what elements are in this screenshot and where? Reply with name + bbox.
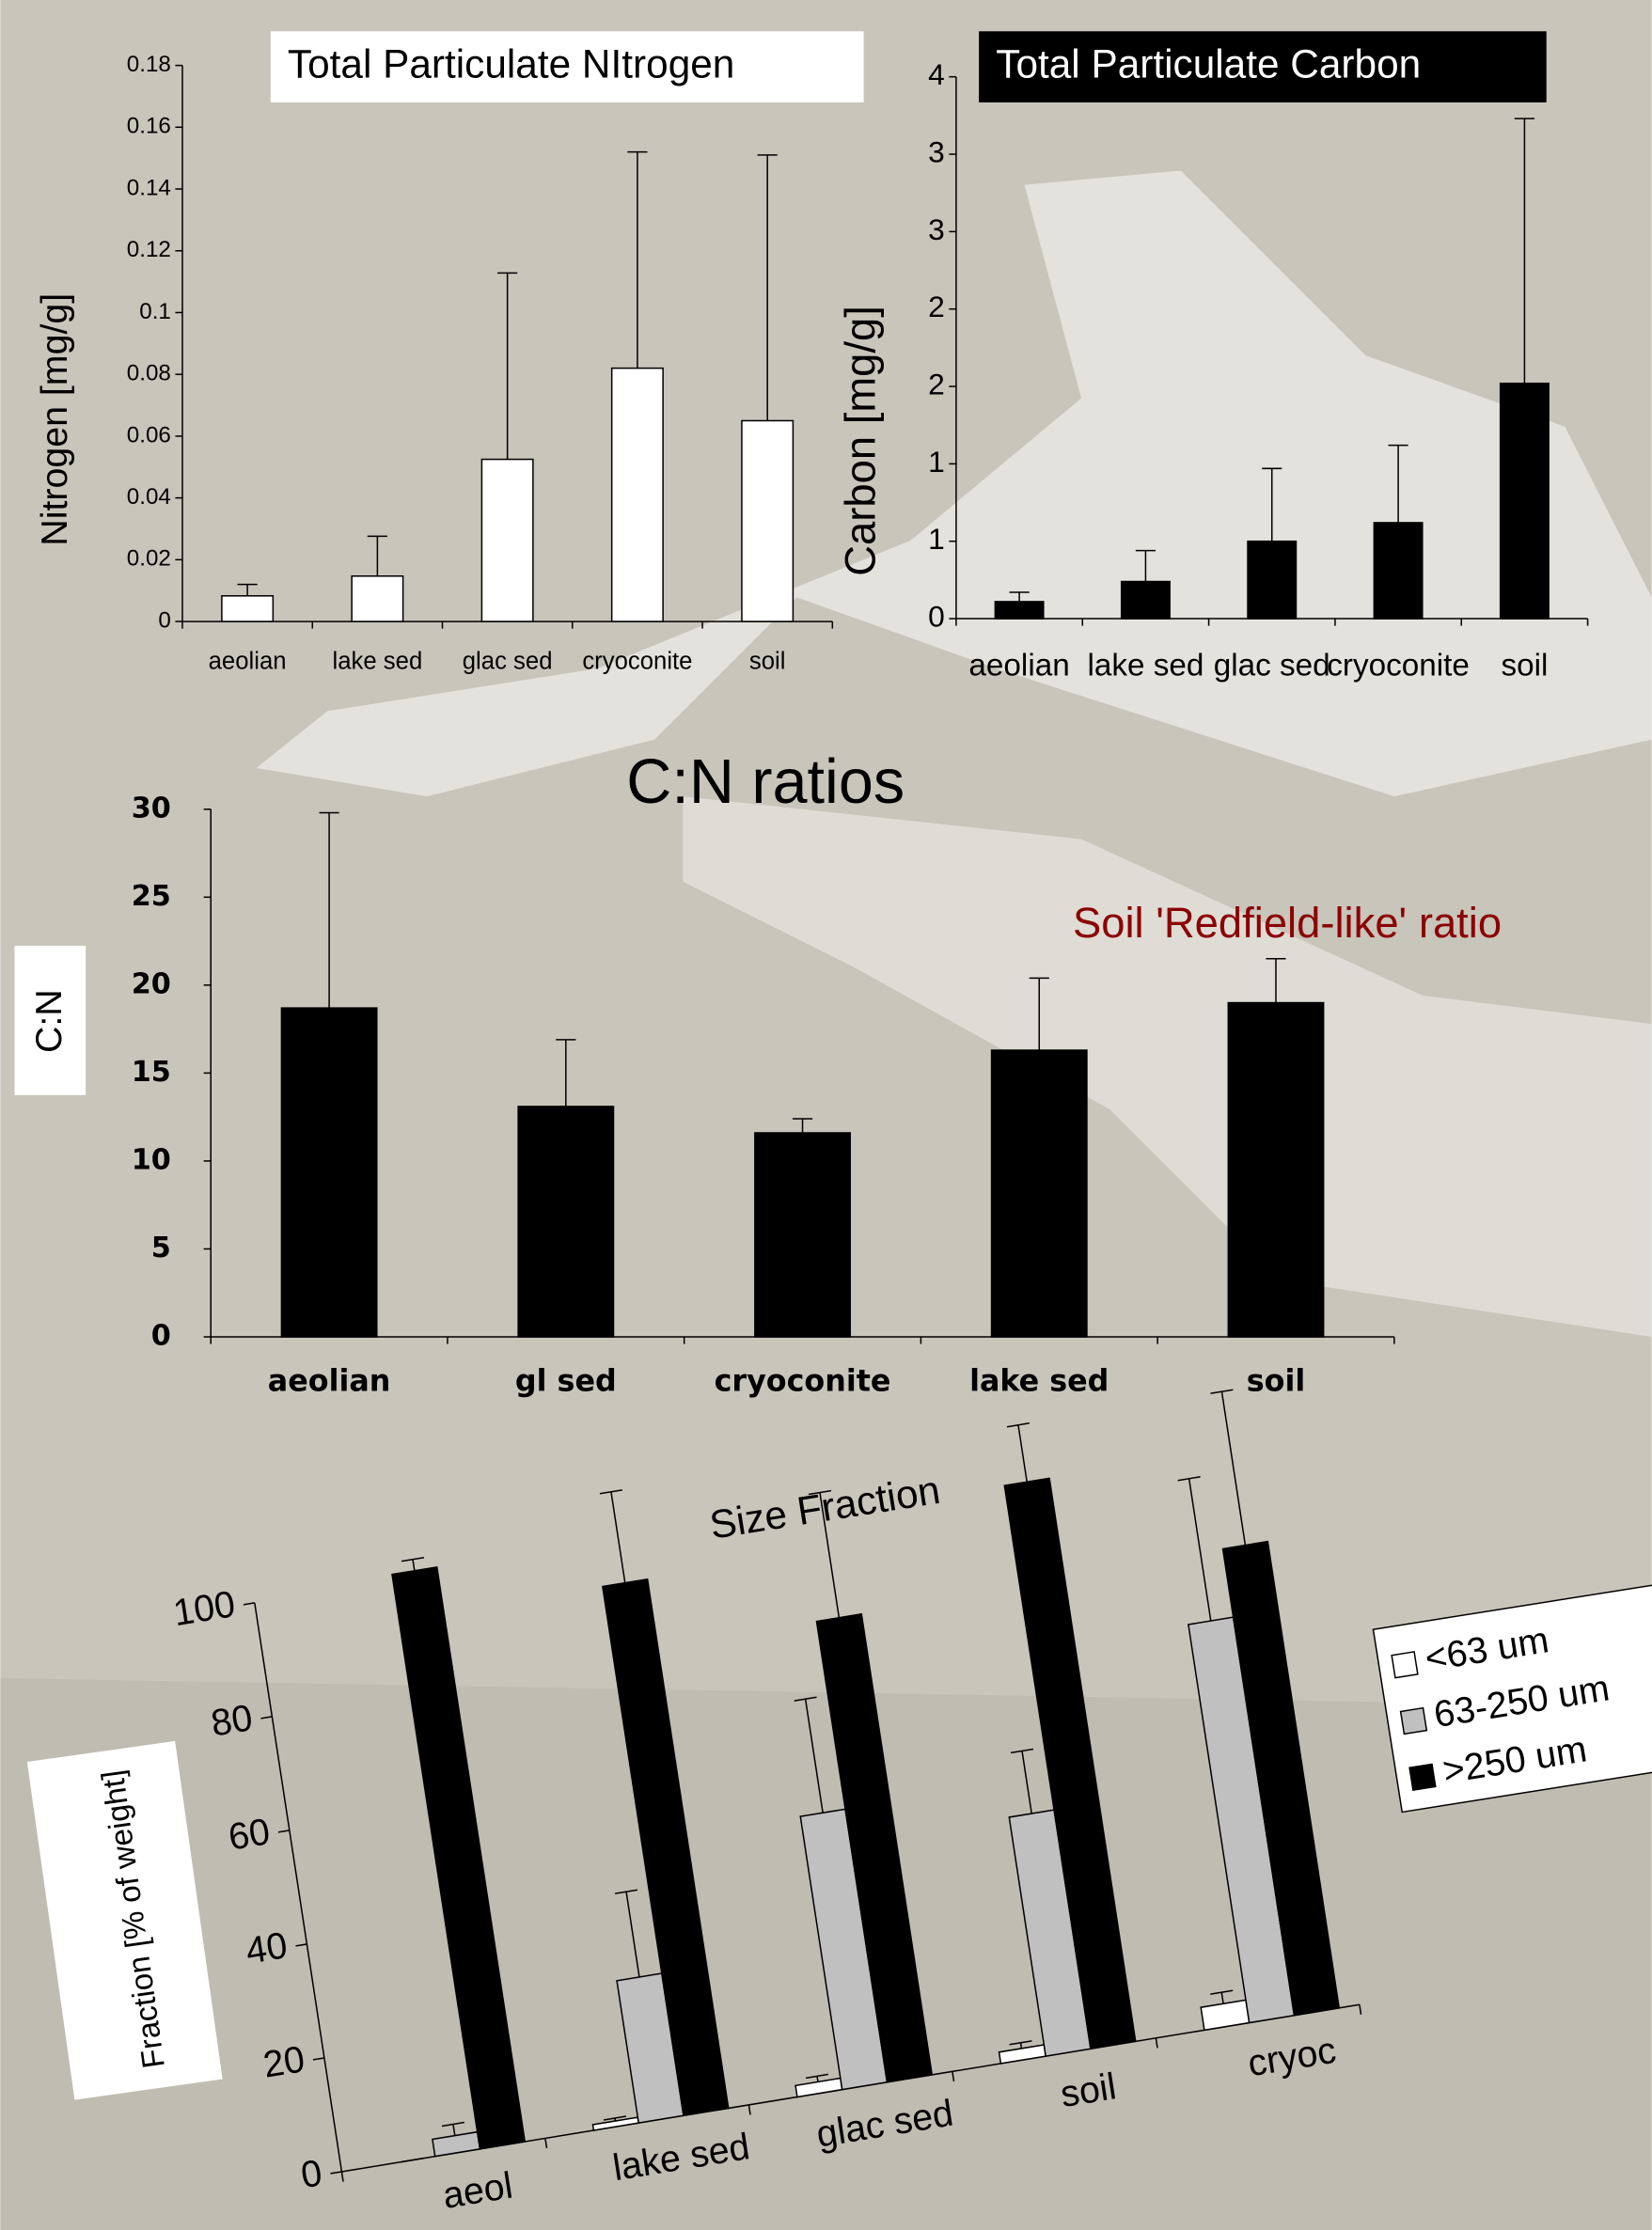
- bar: [1248, 542, 1296, 619]
- y-axis-label: Nitrogen [mg/g]: [34, 293, 75, 546]
- chart-title: Total Particulate NItrogen: [288, 41, 734, 86]
- y-tick-label: 10: [132, 1143, 171, 1176]
- y-tick-label: 0: [158, 607, 170, 633]
- legend-swatch: [1401, 1708, 1427, 1735]
- bar: [995, 602, 1043, 619]
- y-tick-label: 4: [928, 57, 945, 91]
- bar: [222, 596, 273, 621]
- x-tick-label: cryoconite: [582, 649, 692, 675]
- y-tick-label: 2: [928, 290, 945, 323]
- bar: [1501, 384, 1549, 619]
- bar: [742, 420, 793, 621]
- y-tick-label: 80: [209, 1697, 256, 1745]
- x-tick-label: soil: [749, 649, 786, 675]
- bar: [992, 1050, 1087, 1337]
- x-tick-label: aeolian: [968, 648, 1069, 683]
- error-bar: [817, 2076, 818, 2081]
- y-tick-label: 30: [132, 792, 171, 824]
- x-tick-label: aeolian: [209, 649, 287, 675]
- bar: [481, 460, 532, 622]
- bar: [352, 576, 402, 621]
- y-tick-label: 0: [928, 599, 945, 633]
- bar: [1374, 523, 1422, 619]
- y-tick-label: 40: [244, 1924, 291, 1972]
- y-tick-label: 5: [151, 1232, 171, 1264]
- x-tick-label: cryoconite: [715, 1364, 891, 1398]
- legend-swatch: [1392, 1652, 1418, 1678]
- bar: [1122, 582, 1170, 620]
- y-tick-label: 0.1: [139, 299, 171, 324]
- y-tick-label: 0.06: [127, 422, 171, 448]
- x-tick-label: glac sed: [1214, 648, 1330, 683]
- y-tick-label: 60: [226, 1811, 273, 1859]
- y-tick-label: 0.12: [127, 237, 171, 262]
- y-tick-label: 1: [928, 445, 945, 479]
- legend-swatch: [1409, 1764, 1436, 1790]
- y-tick-label: 3: [928, 212, 945, 246]
- x-tick-label: gl sed: [515, 1364, 617, 1398]
- x-tick-label: soil: [1501, 648, 1548, 683]
- y-tick-label: 3: [928, 134, 945, 168]
- y-tick-label: 2: [928, 367, 945, 400]
- x-tick-label: lake sed: [333, 649, 423, 675]
- y-tick-label: 0: [151, 1319, 171, 1352]
- y-tick-label: 25: [132, 880, 171, 913]
- y-tick-label: 0.02: [127, 546, 171, 572]
- error-bar: [1021, 2043, 1022, 2049]
- x-tick-label: cryoconite: [1327, 648, 1470, 683]
- chart-title: Total Particulate Carbon: [996, 41, 1421, 86]
- y-tick-label: 0.14: [127, 175, 171, 200]
- y-axis-label: C:N: [28, 989, 70, 1053]
- chart-title: C:N ratios: [626, 747, 905, 817]
- y-tick-label: 15: [132, 1056, 171, 1089]
- y-tick-label: 20: [260, 2038, 307, 2086]
- x-tick-label: glac sed: [463, 649, 553, 675]
- legend-label: Soil 'Redfield-like' ratio: [1073, 899, 1502, 947]
- x-tick-label: aeolian: [268, 1364, 391, 1398]
- poster: Total Particulate NItrogen Nitrogen [mg/…: [0, 0, 1652, 2230]
- y-tick-label: 0.04: [127, 484, 171, 510]
- y-tick-label: 1: [928, 522, 945, 556]
- x-tick-label: lake sed: [1087, 648, 1204, 683]
- x-tick-label: soil: [1058, 2065, 1119, 2115]
- y-tick-label: 20: [132, 967, 171, 1000]
- bar: [612, 369, 663, 621]
- page: Total Particulate NItrogen Nitrogen [mg/…: [0, 0, 1652, 2230]
- y-tick-label: 0.18: [127, 52, 171, 77]
- x-tick-label: soil: [1247, 1364, 1305, 1398]
- y-axis-label: Carbon [mg/g]: [837, 306, 885, 576]
- y-tick-label: 0.16: [127, 114, 171, 139]
- x-tick-label: lake sed: [969, 1364, 1109, 1398]
- y-tick-label: 0.08: [127, 361, 171, 386]
